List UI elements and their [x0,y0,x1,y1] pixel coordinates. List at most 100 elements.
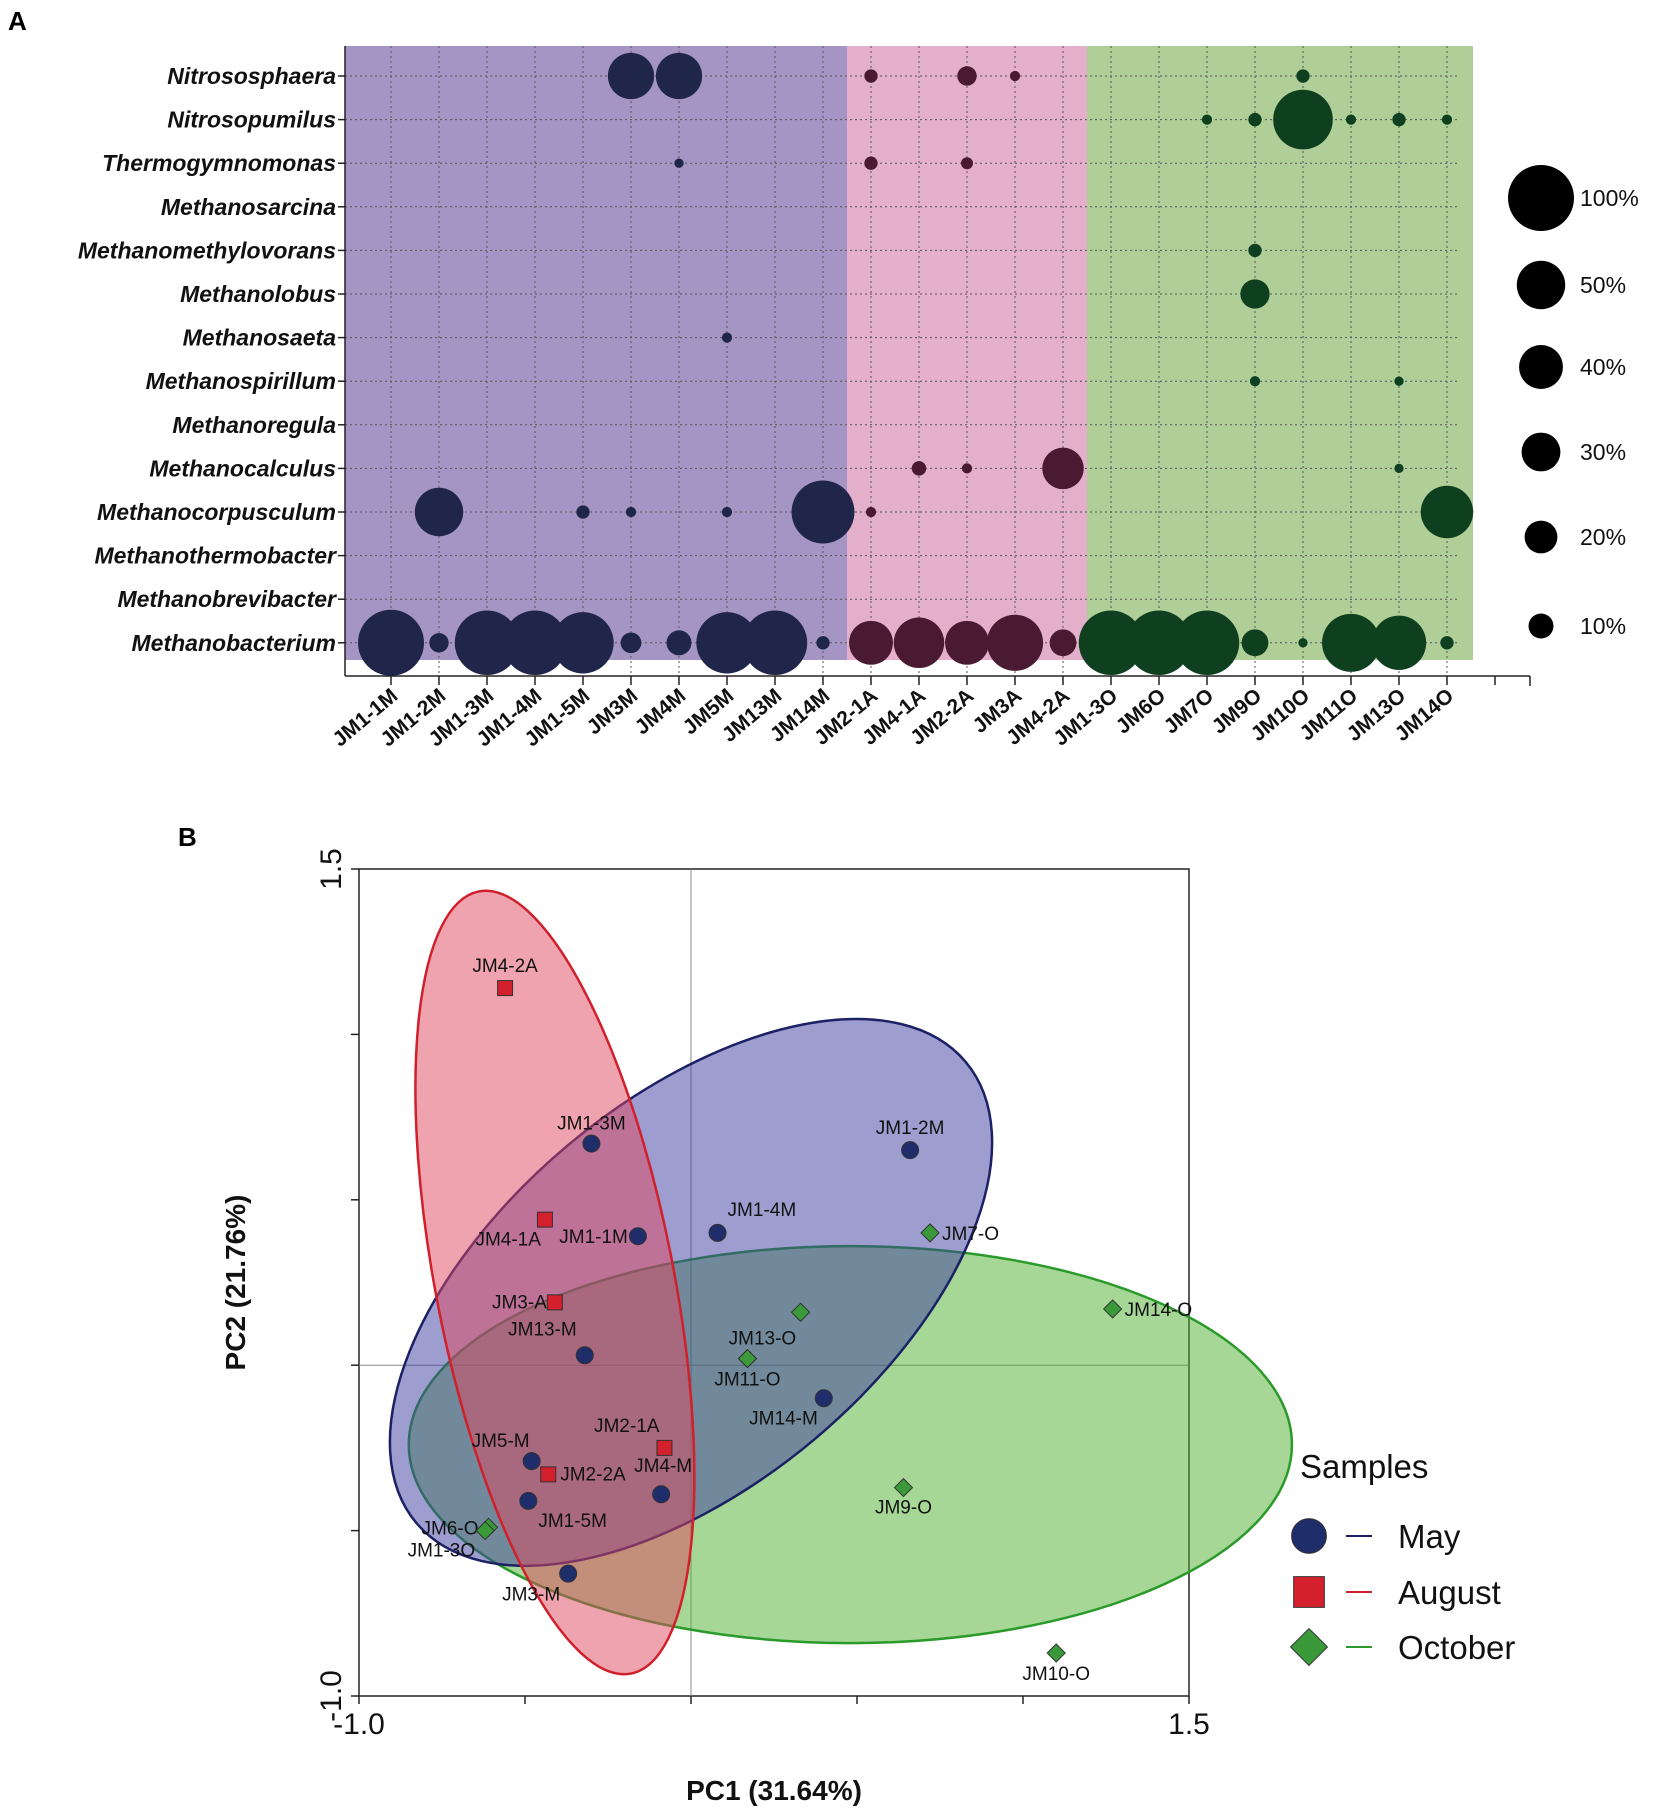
point-label-jm13-m: JM13-M [508,1319,577,1340]
bubble-methanospirillum-jm13o [1394,376,1404,386]
point-august-jm2-2a [540,1466,557,1483]
bubble-methanobacterium-jm11o [1322,613,1380,672]
legend-label-may: May [1398,1518,1461,1555]
size-legend-dot-30 [1521,432,1561,472]
bubble-methanocorpusculum-jm14o [1420,485,1474,539]
point-may-jm1-2m [901,1141,920,1160]
genus-label-methanobrevibacter: Methanobrevibacter [117,586,337,612]
genus-label-methanothermobacter: Methanothermobacter [94,543,337,569]
point-october-jm11-o [737,1348,758,1369]
point-label-jm5-m: JM5-M [472,1431,530,1452]
size-legend-dot-10 [1528,613,1554,639]
point-label-jm1-1m: JM1-1M [559,1227,628,1248]
bubble-nitrososphaera-jm3m [607,52,655,100]
bubble-methanobacterium-jm3m [620,632,642,654]
point-label-jm4-2a: JM4-2A [472,956,538,977]
bubble-nitrososphaera-jm2-1a [864,69,878,83]
point-october-jm10-o [1046,1643,1066,1663]
size-legend-label-40: 40% [1580,354,1626,380]
genus-label-methanolobus: Methanolobus [180,281,336,307]
point-october-jm7-o [920,1223,940,1243]
point-label-jm9-o: JM9-O [875,1498,932,1519]
point-label-jm2-2a: JM2-2A [560,1464,626,1485]
point-may-jm1-4m [708,1223,727,1242]
sample-label-jm4m: JM4M [631,684,690,739]
point-may-jm14-m [814,1389,833,1408]
point-may-jm5-m [522,1452,541,1471]
bubble-methanobacterium-jm14o [1440,636,1454,650]
point-may-jm4-m [652,1485,671,1504]
point-label-jm11-o: JM11-O [714,1370,780,1391]
point-august-jm3-a [546,1294,563,1311]
bubble-methanocorpusculum-jm5m [721,506,733,518]
bubble-methanobacterium-jm4m [666,630,692,656]
group-band-october [1087,46,1473,660]
point-may-jm3-m [559,1564,578,1583]
point-label-jm4-1a: JM4-1A [475,1230,541,1251]
sample-label-jm7o: JM7O [1160,684,1219,738]
bubble-methanocalculus-jm2-2a [961,463,973,474]
bubble-nitrososphaera-jm2-2a [957,66,977,86]
genus-label-methanospirillum: Methanospirillum [146,368,336,394]
legend-title: Samples [1300,1448,1428,1485]
bubble-methanocorpusculum-jm1-5m [576,505,590,519]
bubble-nitrososphaera-jm10o [1296,69,1310,83]
bubble-thermogymnomonas-jm2-2a [961,157,973,170]
point-label-jm3-a: JM3-A [492,1292,547,1313]
bubble-methanobacterium-jm9o [1241,629,1269,657]
bubble-methanocorpusculum-jm3m [625,506,637,518]
bubble-methanobacterium-jm2-2a [945,620,989,665]
bubble-methanobacterium-jm4-2a [1049,629,1077,657]
bubble-methanobacterium-jm1-1m [358,609,424,676]
point-august-jm4-1a [536,1211,553,1228]
point-label-jm1-2m: JM1-2M [876,1118,945,1139]
point-label-jm1-3m: JM1-3M [557,1114,626,1135]
point-label-jm13-o: JM13-O [729,1329,797,1350]
sample-label-jm3m: JM3M [583,684,642,739]
point-label-jm14-o: JM14-O [1125,1300,1193,1321]
bubble-nitrosopumilus-jm10o [1273,89,1333,150]
point-august-jm2-1a [656,1439,673,1456]
bubble-chart: Nitrososphaera Nitrosopumilus Thermogymnom… [78,46,1639,751]
bubble-methanolobus-jm9o [1240,279,1270,309]
bubble-methanocorpusculum-jm2-1a [865,506,877,518]
point-october-jm1-3o [475,1520,495,1541]
size-legend-dot-100 [1508,165,1574,231]
legend-label-august: August [1398,1574,1501,1611]
panel-a-label: A [8,6,27,36]
point-may-jm1-3m [582,1134,601,1153]
size-legend-label-10: 10% [1580,613,1626,639]
point-october-unlabeled-2 [790,1302,811,1322]
size-legend-label-20: 20% [1580,524,1626,550]
bubble-methanobacterium-jm14m [816,636,830,650]
bubble-methanobacterium-jm10o [1298,638,1308,648]
bubble-methanocalculus-jm4-1a [911,461,927,476]
point-label-jm7-o: JM7-O [942,1224,999,1245]
plot-frame [358,868,1190,1697]
bubble-methanosaeta-jm5m [721,332,733,343]
pca-chart: -1.0 1.5 1.5 -1.0 PC1 (31.64%) PC2 (21.76%) JM… [220,848,1515,1806]
point-may-jm1-1m [628,1227,647,1246]
ellipse-august [414,889,696,1676]
point-october-jm14-o [1102,1299,1123,1319]
panel-b-label: B [178,822,197,852]
genus-label-methanoregula: Methanoregula [172,412,336,438]
y-tick-label: -1.0 [315,1670,348,1722]
point-label-jm10-o: JM10-O [1022,1664,1090,1685]
genus-label-nitrosopumilus: Nitrosopumilus [167,107,336,133]
genus-label-nitrososphaera: Nitrososphaera [167,63,336,89]
bubble-methanobacterium-jm13m [742,610,808,676]
point-label-jm3-m: JM3-M [502,1585,560,1606]
point-august-jm4-2a [497,980,514,997]
point-october-jm9-o [893,1477,914,1498]
point-may-jm1-5m [519,1491,538,1510]
point-label-jm2-1a: JM2-1A [594,1416,660,1437]
x-axis-label: PC1 (31.64%) [686,1775,862,1806]
point-label-jm4-m: JM4-M [634,1456,692,1477]
bubble-methanobacterium-jm1-3m [454,610,520,676]
sample-label-jm6o: JM6O [1112,684,1171,738]
bubble-methanobacterium-jm4-1a [893,617,945,669]
bubble-methanobacterium-jm7o [1174,610,1240,676]
size-legend-label-50: 50% [1580,272,1626,298]
